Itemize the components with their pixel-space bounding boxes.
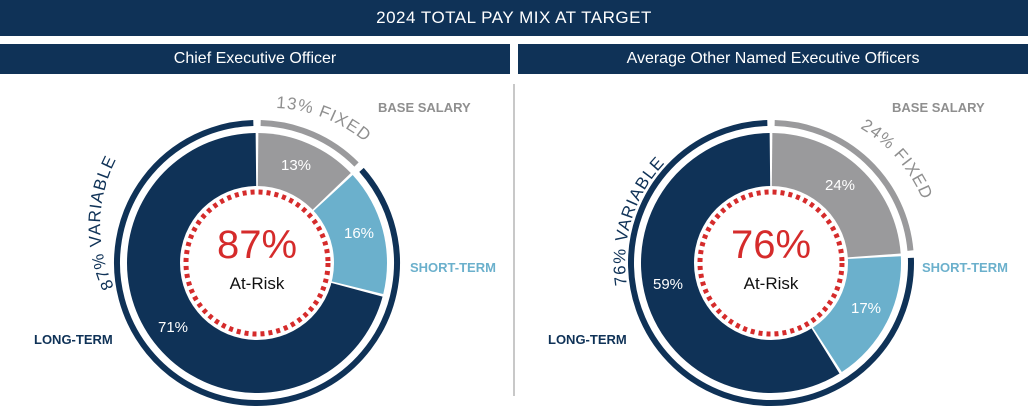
ceo-segment-label-short: 16% (344, 225, 374, 242)
ceo-long-term-label: LONG-TERM (34, 332, 113, 347)
neo-short-term-label: SHORT-TERM (922, 260, 1008, 275)
ceo-center-value: 87% (217, 223, 297, 267)
neo-segment-label-base: 24% (825, 177, 855, 194)
ceo-segment-label-base: 13% (281, 157, 311, 174)
neo-donut-chart: 76% At-Risk 76% VARIABLE 24% FIXED 24% 1… (610, 115, 936, 406)
ceo-donut-hole (180, 186, 334, 340)
panel-divider (513, 84, 515, 396)
neo-variable-outer-ring (628, 120, 914, 406)
neo-segment-label-long: 59% (653, 276, 683, 293)
ceo-base-salary-label: BASE SALARY (378, 100, 471, 115)
neo-chart-title: Average Other Named Executive Officers (518, 44, 1028, 74)
ceo-chart-title: Chief Executive Officer (0, 44, 510, 74)
ceo-at-risk-dashed-ring (183, 189, 331, 337)
ceo-fixed-outer-ring (260, 120, 359, 167)
neo-segment-label-short: 17% (851, 300, 881, 317)
neo-base-salary-label: BASE SALARY (892, 100, 985, 115)
neo-center-label: At-Risk (744, 274, 799, 293)
neo-at-risk-dashed-ring (697, 189, 845, 337)
ceo-segment-label-long: 71% (158, 319, 188, 336)
neo-fixed-outer-ring (774, 120, 914, 251)
ceo-donut-chart: 87% At-Risk 87% VARIABLE 13% FIXED 13% 1… (85, 93, 400, 406)
ceo-variable-outer-ring (114, 120, 400, 406)
neo-center-value: 76% (731, 223, 811, 267)
neo-long-term-label: LONG-TERM (548, 332, 627, 347)
neo-donut-hole (694, 186, 848, 340)
chart-banner-title: 2024 TOTAL PAY MIX AT TARGET (0, 0, 1028, 36)
ceo-short-term-label: SHORT-TERM (410, 260, 496, 275)
ceo-center-label: At-Risk (230, 274, 285, 293)
